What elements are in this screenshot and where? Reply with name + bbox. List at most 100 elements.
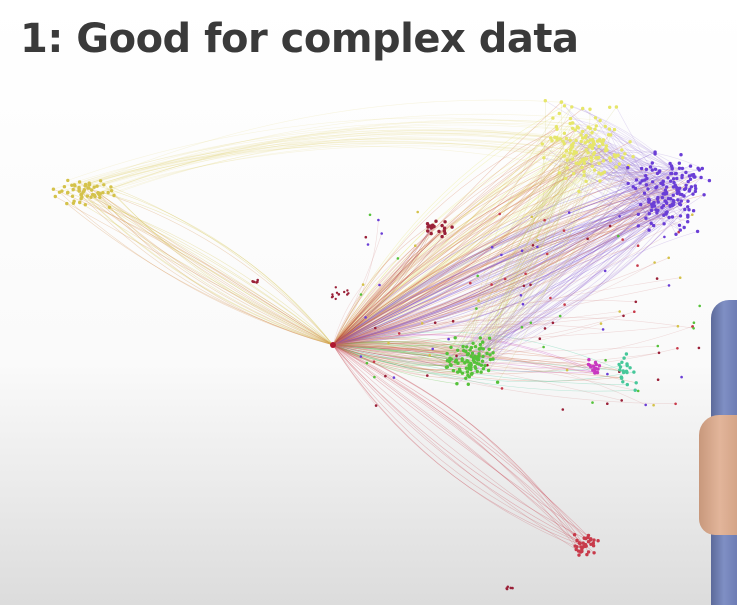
graph-edge [449,193,667,359]
graph-edge [332,331,620,371]
graph-edge [332,316,694,346]
graph-node [632,370,636,374]
graph-edge [79,202,334,346]
graph-edge [332,344,578,541]
graph-node [591,152,596,156]
graph-node [551,321,555,325]
graph-node [597,144,601,149]
graph-edge [332,344,377,406]
graph-edge [84,133,593,191]
graph-node [414,244,417,247]
graph-node [574,161,578,165]
graph-edge [332,334,593,371]
graph-edge [74,141,584,187]
graph-edge [332,155,565,346]
graph-node [588,143,592,147]
graph-node [644,216,648,220]
graph-edge [457,165,629,351]
graph-node [107,205,112,209]
graph-edge [489,206,653,350]
graph-node [464,376,468,380]
graph-edge [474,171,585,367]
graph-edge [545,100,694,175]
graph-node [700,166,704,171]
graph-edge [332,173,672,346]
graph-node [473,345,478,349]
graph-edge [332,285,524,346]
graph-edge [543,157,653,167]
graph-edge [332,294,362,346]
graph-node [673,172,678,176]
graph-node [597,364,602,368]
graph-edge [480,217,670,339]
graph-edge [332,299,636,346]
graph-node [582,173,586,178]
graph-edge [486,131,583,354]
graph-edge [332,143,595,346]
graph-node [603,124,607,129]
graph-edge [332,225,654,346]
graph-edge [332,344,639,392]
graph-node [679,153,683,157]
graph-node [595,139,600,143]
graph-edge [332,171,660,346]
graph-edge [332,194,674,346]
graph-edge [610,134,650,214]
graph-node [662,222,666,226]
graph-node [606,133,611,137]
graph-edge [599,139,664,182]
graph-edge [585,149,648,179]
graph-edge [332,205,671,346]
graph-node [594,124,598,128]
graph-node [486,368,491,373]
graph-node [593,116,598,120]
graph-node [640,179,644,183]
graph-edge [332,137,583,346]
graph-node [77,189,82,193]
graph-edge [67,143,573,194]
graph-node [577,553,581,557]
graph-edge [592,148,665,194]
graph-node [588,107,592,111]
graph-node [601,138,606,142]
graph-edge [332,188,649,346]
graph-edge [471,229,650,348]
graph-edge [622,157,642,169]
graph-node [608,105,612,110]
graph-node [469,354,473,358]
graph-edge [484,140,601,366]
graph-node [481,340,485,344]
graph-node [597,171,601,175]
graph-edge [332,344,395,378]
graph-edge [102,192,334,346]
graph-edge [564,105,677,179]
graph-node [603,269,607,273]
graph-edge [55,196,334,346]
graph-node [570,126,575,130]
graph-edge [102,142,592,193]
graph-edge [332,340,483,346]
graph-edge [332,186,667,346]
graph-node [678,214,683,218]
graph-node [498,212,502,216]
graph-edge [332,184,647,346]
graph-node [646,187,650,191]
graph-node [626,166,630,170]
graph-node [677,223,682,227]
graph-edge [332,344,622,401]
graph-edge [572,128,667,193]
graph-edge [480,172,600,373]
graph-node [625,370,629,375]
graph-edge [332,126,557,346]
graph-edge [332,323,423,346]
graph-node [606,402,609,406]
graph-edge [332,140,577,346]
graph-edge [603,140,663,198]
graph-edge [332,295,521,346]
graph-edge [561,101,687,186]
graph-node [656,344,660,348]
graph-edge [332,209,657,346]
graph-node [678,203,683,207]
graph-edge [332,190,690,346]
graph-node [661,179,665,184]
